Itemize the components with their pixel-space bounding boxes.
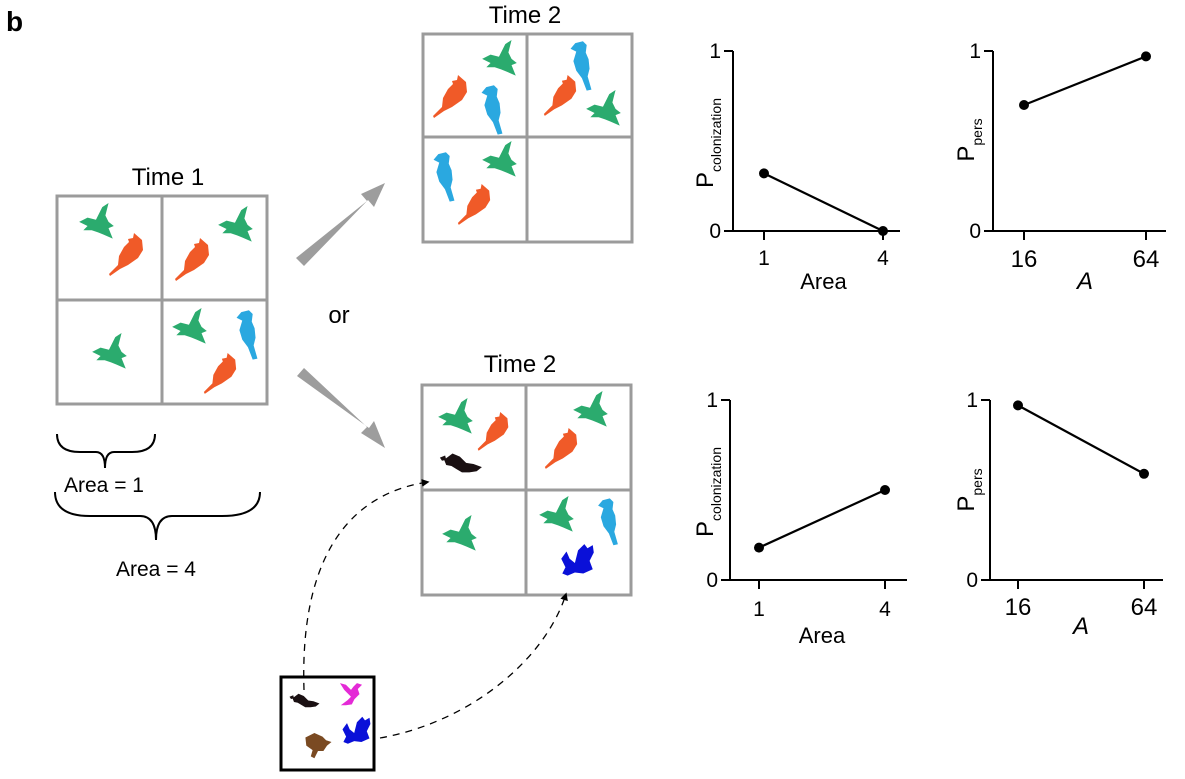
- blue-bird-icon: [236, 310, 258, 360]
- x-tick-label: 64: [1131, 594, 1158, 621]
- y-tick-label: 0: [709, 220, 721, 243]
- or-label: or: [328, 302, 349, 329]
- arrow-down-right: [297, 368, 385, 448]
- green-warbler-icon: [442, 514, 477, 551]
- y-tick-label: 1: [706, 389, 718, 412]
- green-warbler-icon: [218, 205, 253, 242]
- data-point: [754, 542, 764, 553]
- orange-cardinal-icon: [544, 428, 578, 469]
- transition-arrows: [296, 183, 385, 448]
- data-point: [878, 226, 888, 236]
- time2-bottom-grid: [420, 383, 633, 597]
- orange-cardinal-icon: [477, 412, 509, 451]
- y-axis-label-sub: colonization: [708, 447, 724, 521]
- time2-top-title: Time 2: [489, 2, 561, 29]
- data-point: [759, 168, 769, 179]
- y-tick-label: 1: [966, 389, 978, 412]
- colonization-arrow-vulture: [303, 479, 430, 691]
- chart-top-colonization: 0 1 1 4 Area Pcolonization: [692, 40, 900, 294]
- green-warbler-icon: [92, 332, 127, 369]
- y-axis-label: Ppers: [953, 468, 985, 511]
- vulture-icon: [439, 453, 482, 473]
- brace-area-1-label: Area = 1: [64, 474, 144, 497]
- orange-cardinal-icon: [457, 184, 491, 225]
- blue-bird-icon: [481, 85, 503, 135]
- green-warbler-icon: [79, 202, 114, 239]
- vulture-icon: [289, 693, 320, 708]
- x-axis-label: A: [1075, 268, 1093, 295]
- x-axis-label: Area: [799, 623, 846, 648]
- y-axis-label: Pcolonization: [692, 447, 724, 537]
- x-tick-label: 4: [877, 247, 889, 270]
- orange-cardinal-icon: [175, 238, 209, 281]
- y-tick-label: 1: [969, 40, 981, 63]
- chart-bottom-colonization: 0 1 1 4 Area Pcolonization: [692, 389, 907, 648]
- data-point: [1013, 400, 1023, 411]
- time1-title: Time 1: [132, 164, 204, 191]
- species-pool-birds: [289, 683, 371, 759]
- y-axis-label-sub: pers: [969, 468, 985, 495]
- orange-cardinal-icon: [433, 75, 467, 118]
- chart-top-persistence: 0 1 16 64 A Ppers: [953, 40, 1166, 295]
- series-line: [763, 172, 884, 232]
- data-point: [1139, 468, 1149, 479]
- arrow-up-right: [296, 183, 385, 266]
- y-tick-label: 0: [966, 569, 978, 592]
- y-axis-label: Ppers: [953, 118, 985, 161]
- time2-bottom-title: Time 2: [484, 351, 556, 378]
- time1-birds: [79, 202, 258, 394]
- green-warbler-icon: [573, 390, 608, 427]
- species-pool-box: [279, 675, 376, 772]
- y-axis-label-main: P: [692, 172, 719, 188]
- blue-bird-icon: [433, 152, 455, 202]
- series-line: [758, 488, 886, 549]
- y-axis-label-main: P: [692, 521, 719, 537]
- green-warbler-icon: [482, 39, 517, 76]
- x-axis-label: Area: [800, 269, 847, 294]
- x-tick-label: 1: [758, 247, 770, 270]
- y-tick-label: 0: [969, 220, 981, 243]
- colonization-arrow-bluejay: [379, 592, 568, 739]
- y-axis-label-sub: pers: [969, 118, 985, 145]
- x-tick-label: 64: [1133, 246, 1160, 273]
- time2-top-grid: [421, 32, 634, 244]
- blue-jay-icon: [342, 716, 371, 744]
- brace-area-4: [54, 491, 261, 541]
- orange-cardinal-icon: [109, 233, 143, 276]
- data-point: [1019, 100, 1029, 110]
- green-warbler-icon: [586, 89, 621, 126]
- y-tick-label: 0: [706, 569, 718, 592]
- panel-label: b: [6, 6, 23, 37]
- data-point: [880, 485, 890, 495]
- y-axis-label: Pcolonization: [692, 98, 724, 188]
- time2-bottom-birds: [438, 390, 618, 576]
- orange-cardinal-icon: [543, 75, 577, 116]
- data-point: [1141, 51, 1151, 62]
- orange-cardinal-icon: [203, 353, 237, 394]
- x-axis-label: A: [1071, 613, 1089, 640]
- x-tick-label: 1: [753, 598, 765, 621]
- sparrow-icon: [305, 733, 332, 759]
- y-axis-label-sub: colonization: [708, 98, 724, 172]
- series-line: [1017, 404, 1145, 475]
- x-tick-label: 16: [1005, 594, 1032, 621]
- y-axis-label-main: P: [953, 146, 980, 162]
- x-tick-label: 16: [1011, 246, 1038, 273]
- green-warbler-icon: [438, 397, 473, 434]
- y-tick-label: 1: [709, 40, 721, 63]
- brace-area-4-label: Area = 4: [116, 558, 196, 581]
- blue-bird-icon: [598, 498, 618, 546]
- green-warbler-icon: [482, 140, 517, 177]
- magenta-bird-icon: [339, 683, 363, 706]
- blue-jay-icon: [561, 544, 594, 576]
- series-line: [1023, 55, 1147, 107]
- chart-bottom-persistence: 0 1 16 64 A Ppers: [953, 389, 1163, 640]
- y-axis-label-main: P: [953, 496, 980, 512]
- green-warbler-icon: [172, 307, 207, 344]
- brace-area-1: [56, 433, 156, 469]
- green-warbler-icon: [539, 495, 574, 532]
- time1-grid: [55, 194, 269, 406]
- x-tick-label: 4: [879, 598, 891, 621]
